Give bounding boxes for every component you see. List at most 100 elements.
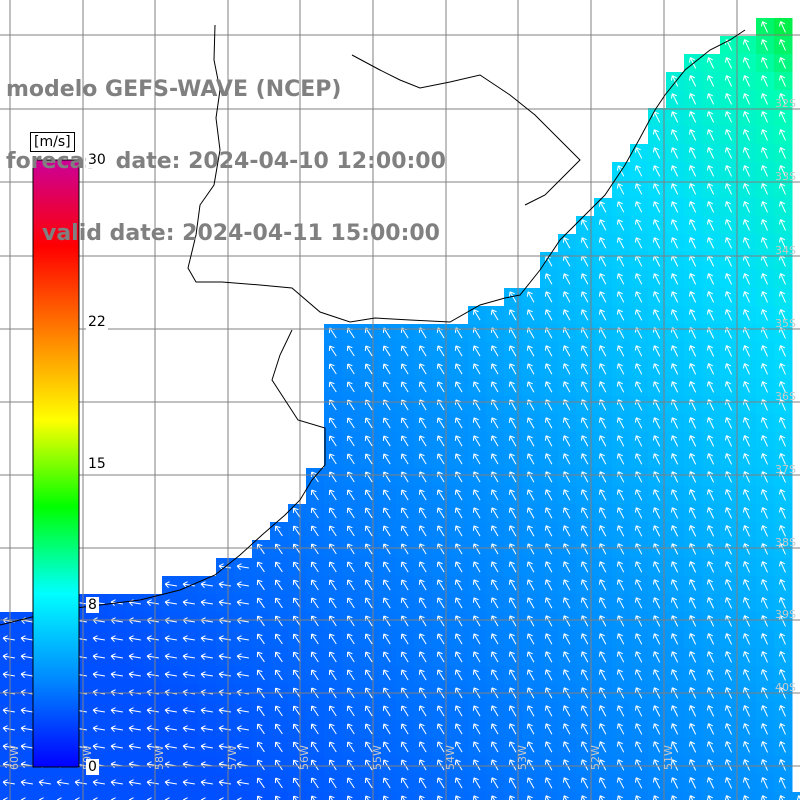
wind-arrow — [706, 165, 715, 177]
wind-speed-cell — [54, 792, 73, 800]
wind-speed-cell — [108, 792, 127, 800]
wind-arrow — [724, 759, 733, 771]
wind-arrow — [472, 741, 481, 753]
wind-arrow — [164, 725, 177, 732]
wind-arrow — [706, 651, 715, 663]
wind-arrow — [670, 417, 679, 429]
wind-arrow — [382, 561, 391, 573]
wind-arrow — [742, 435, 751, 447]
wind-arrow — [526, 453, 535, 465]
wind-arrow — [436, 381, 445, 393]
wind-arrow — [670, 237, 679, 249]
wind-arrow — [778, 705, 786, 717]
wind-arrow — [688, 147, 697, 159]
wind-arrow — [490, 579, 499, 591]
wind-arrow — [418, 507, 427, 519]
wind-arrow — [724, 597, 733, 609]
wind-arrow — [616, 417, 625, 429]
wind-arrow — [562, 723, 571, 735]
wind-arrow — [742, 525, 751, 537]
wind-arrow — [688, 777, 697, 789]
wind-arrow — [634, 471, 643, 483]
wind-arrow — [454, 345, 463, 357]
wind-arrow — [20, 653, 33, 660]
wind-arrow — [382, 381, 391, 393]
wind-arrow — [778, 633, 786, 645]
wind-arrow — [760, 453, 768, 465]
wind-arrow — [418, 633, 427, 645]
wind-arrow — [742, 363, 751, 375]
wind-arrow — [418, 453, 427, 465]
wind-arrow — [146, 599, 159, 606]
wind-arrow — [382, 759, 391, 771]
wind-arrow — [760, 93, 768, 105]
wind-arrow — [580, 219, 589, 231]
wind-arrow — [436, 453, 445, 465]
wind-arrow — [724, 291, 733, 303]
wind-arrow — [724, 111, 733, 123]
wind-arrow — [724, 579, 733, 591]
wind-arrow — [110, 707, 123, 714]
wind-arrow — [418, 435, 427, 447]
wind-arrow — [706, 705, 715, 717]
wind-arrow — [110, 743, 123, 750]
wind-arrow — [400, 597, 409, 609]
wind-arrow — [688, 183, 697, 195]
wind-arrow — [2, 653, 15, 660]
wind-arrow — [706, 291, 715, 303]
wind-arrow — [742, 381, 751, 393]
wind-arrow — [580, 597, 589, 609]
wind-arrow — [526, 417, 535, 429]
wind-arrow — [20, 671, 33, 678]
wind-arrow — [616, 561, 625, 573]
wind-arrow — [92, 779, 105, 786]
wind-arrow — [562, 237, 571, 249]
wind-arrow — [382, 597, 391, 609]
wind-arrow — [652, 633, 661, 645]
wind-speed-cell — [576, 792, 595, 800]
wind-arrow — [778, 39, 786, 51]
wind-arrow — [652, 579, 661, 591]
wind-arrow — [400, 741, 409, 753]
wind-arrow — [92, 635, 105, 642]
wind-arrow — [346, 705, 355, 717]
wind-arrow — [256, 669, 265, 681]
wind-arrow — [256, 741, 265, 753]
wind-arrow — [634, 309, 643, 321]
wind-arrow — [562, 651, 571, 663]
wind-arrow — [688, 363, 697, 375]
wind-arrow — [562, 561, 571, 573]
wind-arrow — [670, 453, 679, 465]
wind-arrow — [454, 489, 463, 501]
wind-arrow — [724, 723, 733, 735]
wind-arrow — [760, 759, 768, 771]
wind-arrow — [418, 651, 427, 663]
wind-arrow — [670, 435, 679, 447]
wind-arrow — [346, 345, 355, 357]
wind-arrow — [598, 525, 607, 537]
wind-arrow — [508, 363, 517, 375]
wind-arrow — [472, 417, 481, 429]
wind-arrow — [760, 633, 768, 645]
wind-arrow — [670, 741, 679, 753]
wind-arrow — [182, 725, 195, 732]
wind-arrow — [20, 725, 33, 732]
wind-arrow — [490, 525, 499, 537]
wind-arrow — [400, 705, 409, 717]
wind-arrow — [580, 525, 589, 537]
wind-arrow — [164, 671, 177, 678]
wind-arrow — [490, 597, 499, 609]
wind-arrow — [454, 669, 463, 681]
wind-arrow — [292, 723, 301, 735]
wind-arrow — [634, 219, 643, 231]
wind-arrow — [472, 597, 481, 609]
wind-arrow — [364, 381, 373, 393]
wind-arrow — [274, 561, 283, 573]
wind-arrow — [218, 779, 231, 786]
wind-arrow — [20, 743, 33, 750]
wind-arrow — [472, 669, 481, 681]
wind-arrow — [436, 777, 445, 789]
wind-arrow — [670, 183, 679, 195]
wind-arrow — [706, 417, 715, 429]
colorbar-tick-label: 30 — [86, 152, 108, 168]
